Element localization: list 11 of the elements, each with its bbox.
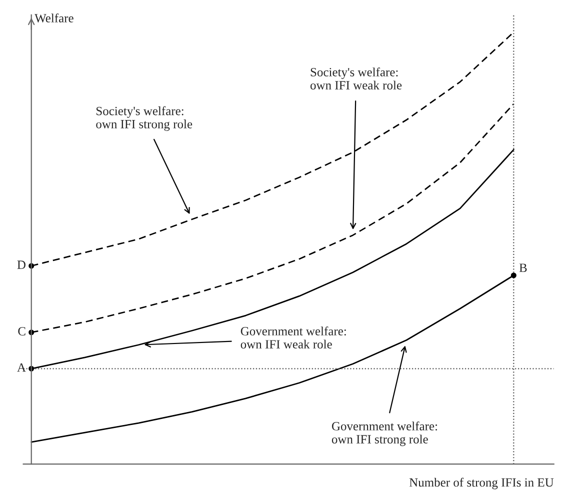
y-axis-title: Welfare xyxy=(34,13,74,22)
annotation: B xyxy=(519,264,527,272)
annotation: Government welfare: own IFI strong role xyxy=(332,421,437,446)
annotation: C xyxy=(18,327,26,336)
annotation: Government welfare: own IFI weak role xyxy=(240,326,346,349)
x-axis-title: Number of strong IFIs in EU xyxy=(409,478,554,490)
annotation: Society's welfare: own IFI strong role xyxy=(96,106,192,131)
annotation: D xyxy=(17,260,26,269)
annotation: Society's welfare: own IFI weak role xyxy=(310,67,402,90)
point xyxy=(510,272,516,278)
annotation: A xyxy=(17,363,26,372)
